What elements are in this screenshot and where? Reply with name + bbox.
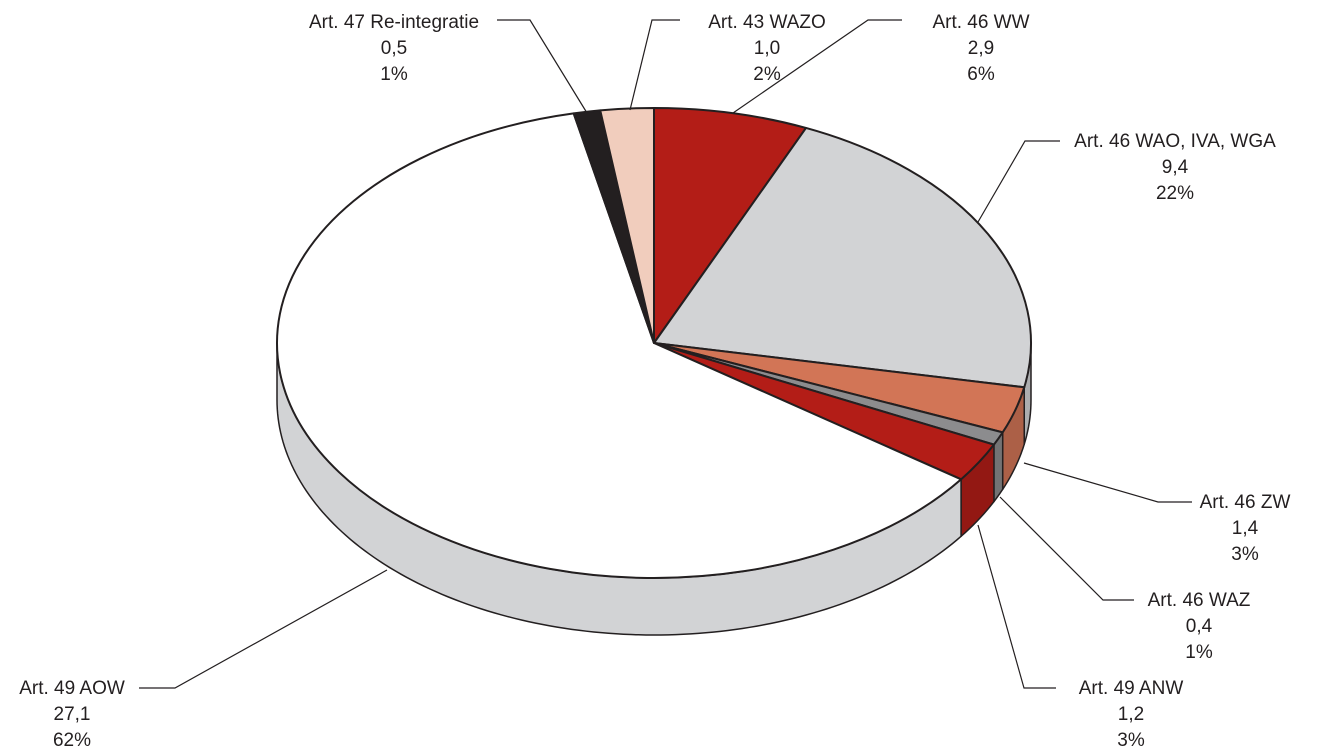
leader-art-47-re-integratie [497,19,588,114]
data-labels: Art. 46 WW 2,9 6% Art. 46 WAO, IVA, WGA 9,4 2… [19,12,1290,751]
label-art-49-anw-percent: 3% [1117,730,1145,751]
label-art-46-wao-iva-wga-name: Art. 46 WAO, IVA, WGA [1074,131,1276,152]
label-art-46-waz: Art. 46 WAZ 0,4 1% [1148,590,1251,663]
leader-art-46-ww [732,19,902,114]
label-art-46-wao-iva-wga-percent: 22% [1156,183,1194,204]
slice-art-43-wazo [599,106,655,344]
label-art-46-ww-value: 2,9 [968,38,994,59]
label-art-43-wazo: Art. 43 WAZO 1,0 2% [708,12,826,85]
label-art-46-wao-iva-wga: Art. 46 WAO, IVA, WGA 9,4 22% [1074,131,1276,204]
label-art-46-zw-name: Art. 46 ZW [1200,492,1291,513]
label-art-46-waz-name: Art. 46 WAZ [1148,590,1251,611]
label-art-49-aow-percent: 62% [53,730,91,751]
label-art-49-anw-name: Art. 49 ANW [1079,678,1184,699]
slice-art-49-aow [276,112,963,579]
label-art-47-re-integratie: Art. 47 Re-integratie 0,5 1% [309,12,479,85]
label-art-43-wazo-value: 1,0 [754,38,780,59]
label-art-46-ww-name: Art. 46 WW [932,12,1029,33]
label-art-47-re-integratie-name: Art. 47 Re-integratie [309,12,479,33]
label-art-49-anw-value: 1,2 [1118,704,1144,725]
label-art-47-re-integratie-value: 0,5 [381,38,407,59]
label-art-46-waz-value: 0,4 [1186,616,1213,637]
label-art-43-wazo-name: Art. 43 WAZO [708,12,826,33]
leader-art-46-waz [999,496,1134,601]
label-art-43-wazo-percent: 2% [753,64,781,85]
leader-art-46-zw [1023,462,1192,503]
label-art-49-aow-value: 27,1 [54,704,91,725]
label-art-46-zw: Art. 46 ZW 1,4 3% [1200,492,1291,565]
slice-art-46-wao-iva-wga [653,126,1032,389]
label-art-46-wao-iva-wga-value: 9,4 [1162,157,1189,178]
pie-top-faces [276,106,1032,579]
leader-art-49-anw [977,524,1056,689]
label-art-46-waz-percent: 1% [1185,642,1213,663]
leader-art-46-wao-iva-wga [977,140,1060,223]
leader-art-43-wazo [629,19,680,111]
label-art-49-aow-name: Art. 49 AOW [19,678,125,699]
label-art-49-aow: Art. 49 AOW 27,1 62% [19,678,125,751]
leader-art-49-aow [139,569,388,689]
label-art-49-anw: Art. 49 ANW 1,2 3% [1079,678,1184,751]
label-art-46-ww: Art. 46 WW 2,9 6% [932,12,1029,85]
label-art-46-ww-percent: 6% [967,64,995,85]
label-art-46-zw-percent: 3% [1231,544,1259,565]
slice-art-46-ww [653,107,808,344]
leader-lines [139,19,1192,689]
pie-side-walls [276,342,1032,636]
label-art-47-re-integratie-percent: 1% [380,64,408,85]
label-art-46-zw-value: 1,4 [1232,518,1259,539]
